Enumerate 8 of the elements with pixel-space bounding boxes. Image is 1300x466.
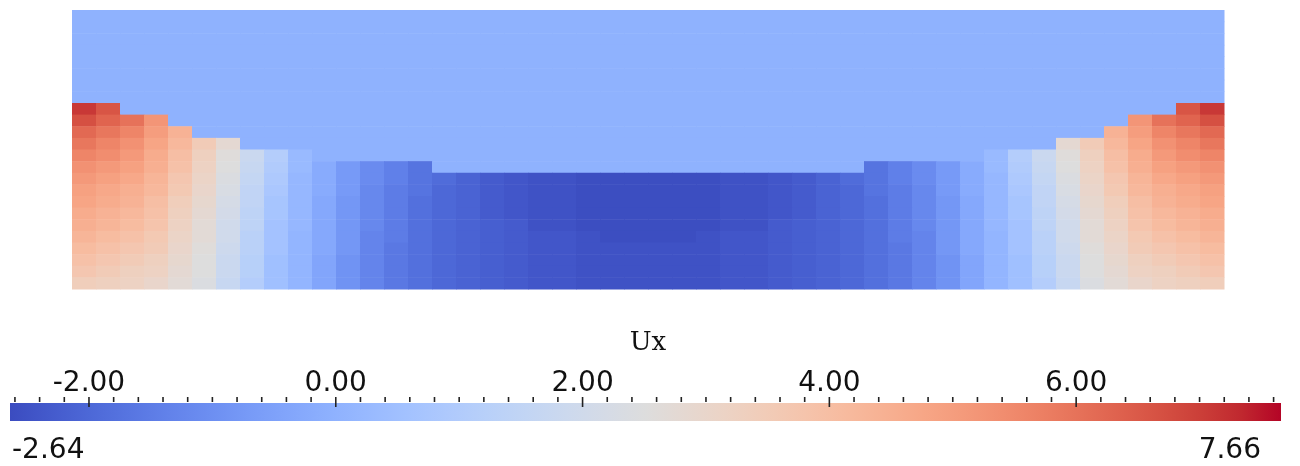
color-bar-label: 4.00 (798, 365, 861, 398)
color-bar-title: Ux (629, 326, 667, 356)
color-bar-label: 6.00 (1044, 365, 1108, 398)
color-bar-label: 2.00 (551, 365, 614, 398)
color-bar-label: -2.00 (52, 365, 126, 398)
text: -2.64 (12, 432, 85, 465)
text: 7.66 (1198, 432, 1261, 465)
color-bar-label: 0.00 (304, 365, 367, 398)
